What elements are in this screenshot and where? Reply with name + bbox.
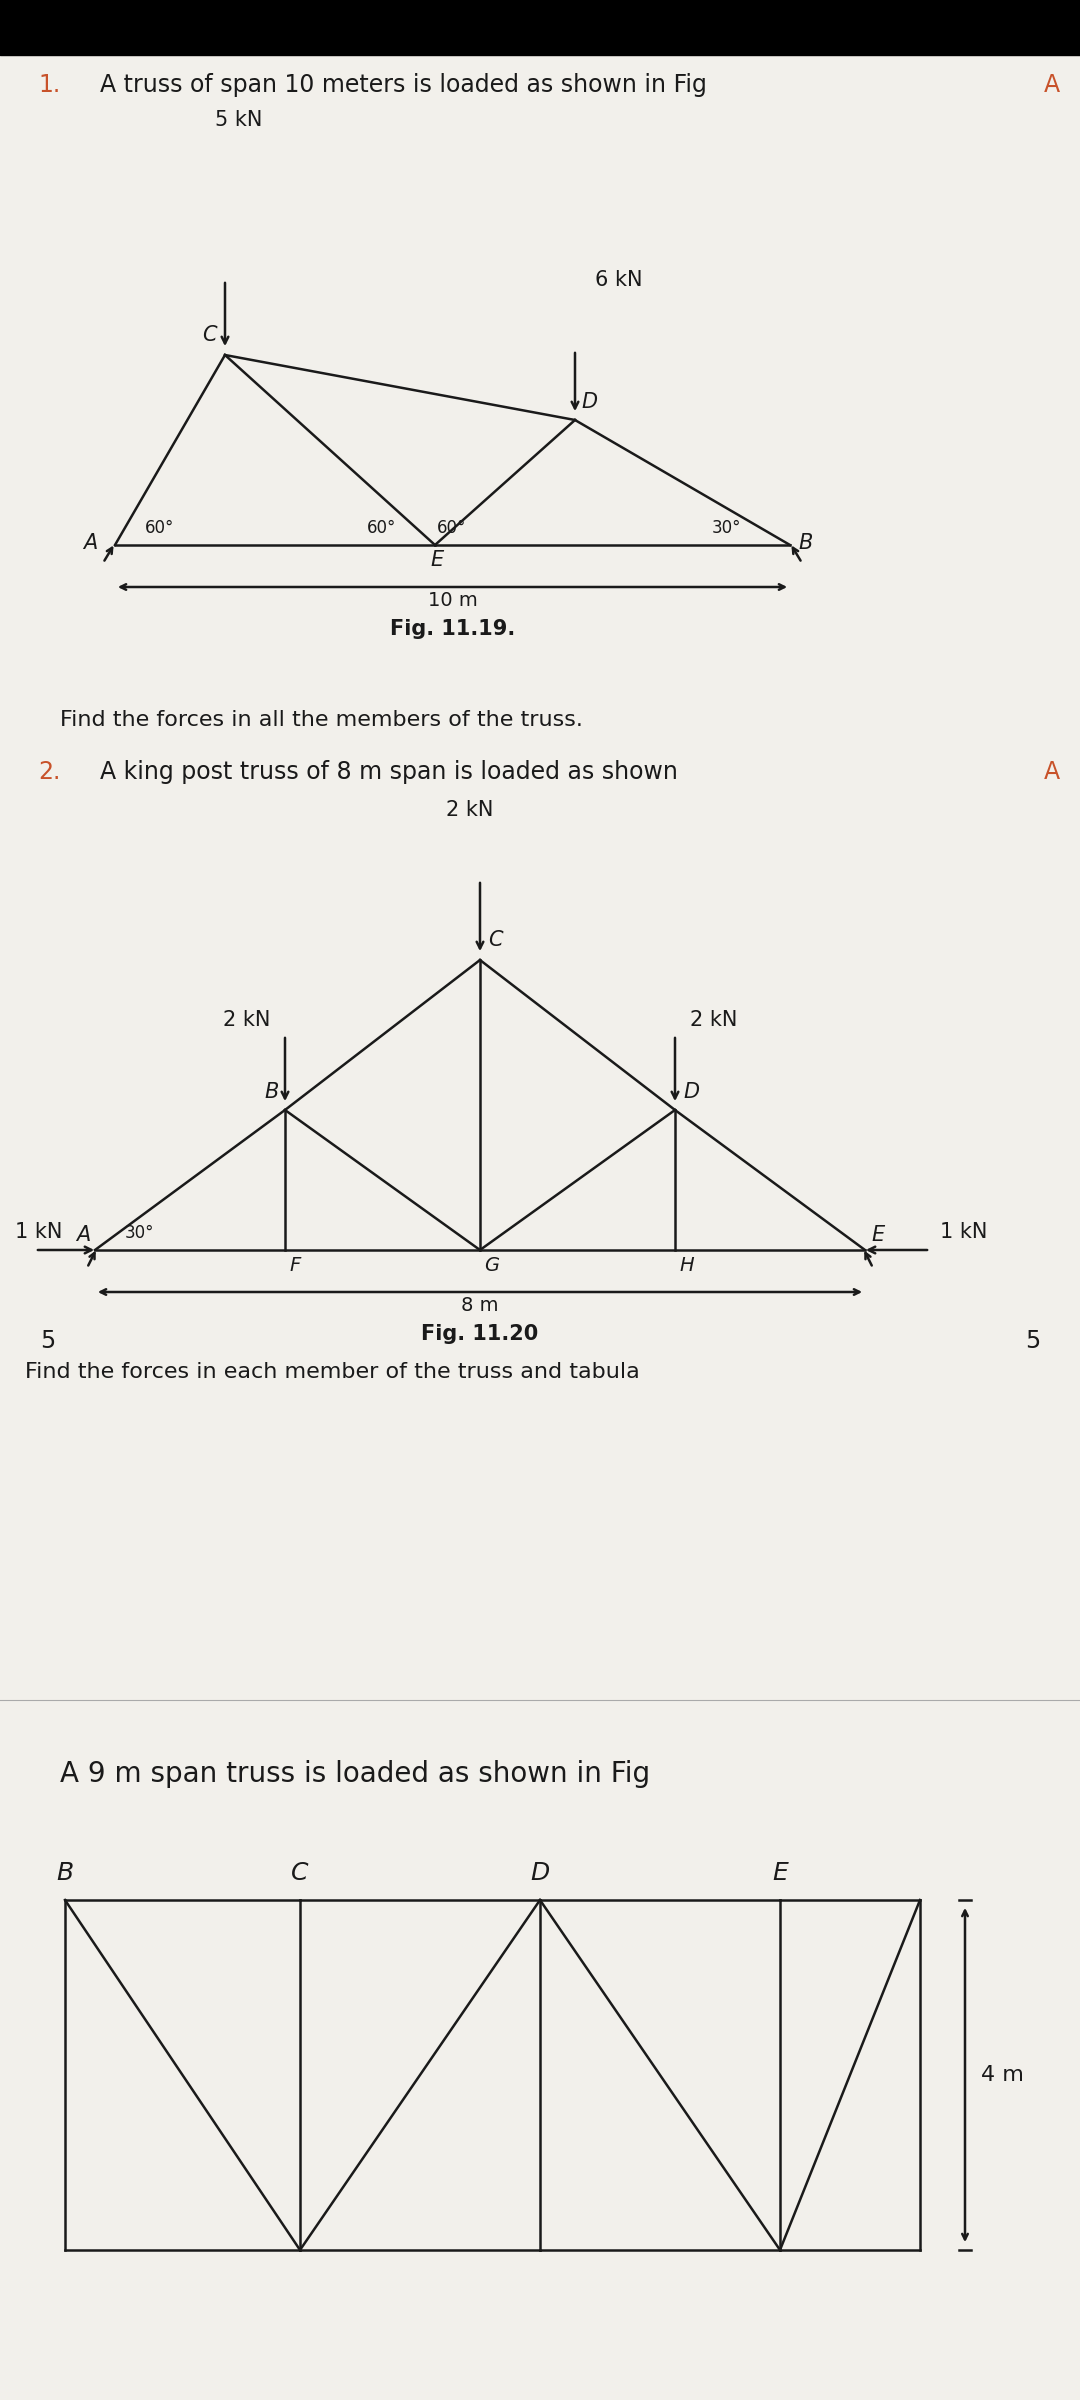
Text: G: G bbox=[484, 1255, 499, 1274]
Text: E: E bbox=[870, 1224, 885, 1246]
Text: 30°: 30° bbox=[712, 518, 742, 538]
Text: 2 kN: 2 kN bbox=[446, 799, 494, 821]
Text: 8 m: 8 m bbox=[461, 1296, 499, 1315]
Text: D: D bbox=[683, 1082, 699, 1102]
Text: 5: 5 bbox=[1025, 1330, 1040, 1354]
Text: 1 kN: 1 kN bbox=[940, 1222, 987, 1243]
Text: A king post truss of 8 m span is loaded as shown: A king post truss of 8 m span is loaded … bbox=[100, 761, 678, 785]
Text: D: D bbox=[581, 391, 597, 413]
Text: B: B bbox=[798, 533, 812, 552]
Text: Fig. 11.20: Fig. 11.20 bbox=[421, 1325, 539, 1344]
Text: Find the forces in all the members of the truss.: Find the forces in all the members of th… bbox=[60, 710, 583, 730]
Text: 60°: 60° bbox=[437, 518, 467, 538]
Text: C: C bbox=[202, 324, 217, 346]
Text: D: D bbox=[530, 1860, 550, 1884]
Text: B: B bbox=[265, 1082, 279, 1102]
Text: 1.: 1. bbox=[38, 72, 60, 96]
Text: Fig. 11.19.: Fig. 11.19. bbox=[390, 619, 515, 638]
Text: 10 m: 10 m bbox=[428, 590, 477, 610]
Text: E: E bbox=[430, 550, 444, 569]
Text: 6 kN: 6 kN bbox=[595, 269, 643, 290]
Text: Find the forces in each member of the truss and tabula: Find the forces in each member of the tr… bbox=[25, 1361, 639, 1382]
Text: A: A bbox=[83, 533, 97, 552]
Text: A truss of span 10 meters is loaded as shown in Fig: A truss of span 10 meters is loaded as s… bbox=[100, 72, 707, 96]
Text: 5 kN: 5 kN bbox=[215, 110, 262, 130]
Text: E: E bbox=[772, 1860, 788, 1884]
Text: 60°: 60° bbox=[145, 518, 174, 538]
Text: C: C bbox=[292, 1860, 309, 1884]
Text: C: C bbox=[488, 929, 502, 950]
Text: A: A bbox=[1044, 72, 1059, 96]
Text: 60°: 60° bbox=[367, 518, 396, 538]
Text: F: F bbox=[289, 1255, 300, 1274]
Text: 2 kN: 2 kN bbox=[690, 1010, 738, 1030]
Text: A: A bbox=[1044, 761, 1059, 785]
Text: 2.: 2. bbox=[38, 761, 60, 785]
Text: 1 kN: 1 kN bbox=[15, 1222, 63, 1243]
Text: 5: 5 bbox=[40, 1330, 55, 1354]
Text: 2 kN: 2 kN bbox=[222, 1010, 270, 1030]
Text: 4 m: 4 m bbox=[981, 2064, 1024, 2086]
Text: A 9 m span truss is loaded as shown in Fig: A 9 m span truss is loaded as shown in F… bbox=[60, 1759, 650, 1788]
Text: H: H bbox=[679, 1255, 693, 1274]
Text: A: A bbox=[76, 1224, 90, 1246]
Text: 30°: 30° bbox=[125, 1224, 154, 1243]
Text: B: B bbox=[56, 1860, 73, 1884]
